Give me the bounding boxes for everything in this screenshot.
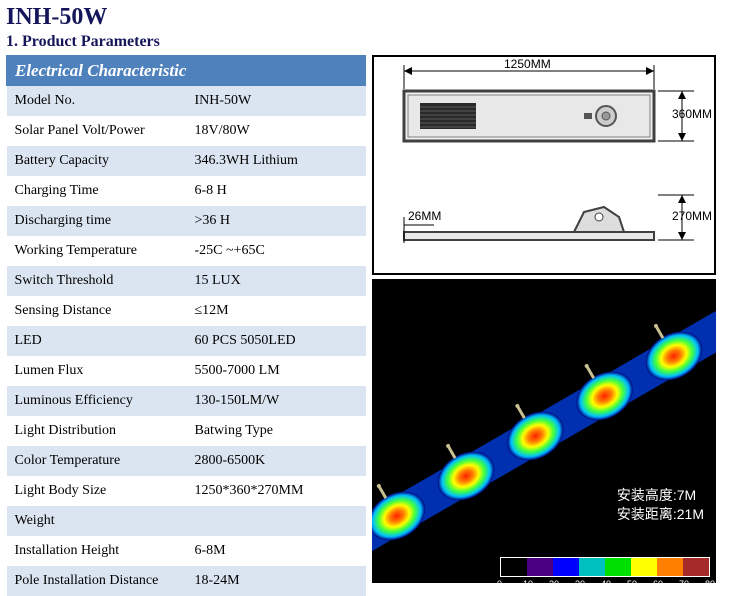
install-distance-label: 安装距离: bbox=[617, 506, 677, 522]
table-row: Charging Time6-8 H bbox=[7, 176, 366, 206]
product-title: INH-50W bbox=[6, 4, 724, 31]
spec-label: Battery Capacity bbox=[7, 146, 187, 176]
spec-value bbox=[187, 506, 366, 536]
table-row: Luminous Efficiency130-150LM/W bbox=[7, 386, 366, 416]
spec-value: Batwing Type bbox=[187, 416, 366, 446]
spec-label: Switch Threshold bbox=[7, 266, 187, 296]
table-row: Weight bbox=[7, 506, 366, 536]
table-row: Solar Panel Volt/Power18V/80W bbox=[7, 116, 366, 146]
legend-cell: 40 bbox=[605, 558, 631, 576]
legend-tick: 80 bbox=[705, 579, 715, 583]
legend-tick: 40 bbox=[601, 579, 611, 583]
spec-table-header: Electrical Characteristic bbox=[7, 56, 366, 86]
table-row: Model No.INH-50W bbox=[7, 86, 366, 116]
spec-label: Model No. bbox=[7, 86, 187, 116]
table-row: Discharging time>36 H bbox=[7, 206, 366, 236]
legend-cell: 0 bbox=[501, 558, 527, 576]
spec-label: Discharging time bbox=[7, 206, 187, 236]
spec-label: Light Body Size bbox=[7, 476, 187, 506]
spec-value: ≤12M bbox=[187, 296, 366, 326]
spec-value: 6-8 H bbox=[187, 176, 366, 206]
spec-value: 2800-6500K bbox=[187, 446, 366, 476]
legend-tick: 10 bbox=[523, 579, 533, 583]
spec-value: INH-50W bbox=[187, 86, 366, 116]
dimension-diagram: 1250MM 360MM 270MM 26MM bbox=[372, 55, 716, 275]
dim-depth: 270MM bbox=[672, 209, 712, 223]
spec-label: Light Distribution bbox=[7, 416, 187, 446]
table-row: LED60 PCS 5050LED bbox=[7, 326, 366, 356]
legend-tick: 20 bbox=[549, 579, 559, 583]
install-height-label: 安装高度: bbox=[617, 487, 677, 503]
spec-value: 6-8M bbox=[187, 536, 366, 566]
legend-cell: 30 bbox=[579, 558, 605, 576]
spec-value: 5500-7000 LM bbox=[187, 356, 366, 386]
spec-label: Pole Installation Distance bbox=[7, 566, 187, 596]
legend-tick: 30 bbox=[575, 579, 585, 583]
spec-value: 60 PCS 5050LED bbox=[187, 326, 366, 356]
dim-length: 1250MM bbox=[504, 57, 551, 71]
spec-value: >36 H bbox=[187, 206, 366, 236]
table-row: Battery Capacity346.3WH Lithium bbox=[7, 146, 366, 176]
table-row: Light DistributionBatwing Type bbox=[7, 416, 366, 446]
table-row: Color Temperature2800-6500K bbox=[7, 446, 366, 476]
spec-label: Installation Height bbox=[7, 536, 187, 566]
legend-cell: 50 bbox=[631, 558, 657, 576]
photometric-heatmap: 安装高度:7M 安装距离:21M 01020304050607080 Lx bbox=[372, 279, 716, 583]
heatmap-info: 安装高度:7M 安装距离:21M bbox=[617, 486, 704, 525]
spec-label: Working Temperature bbox=[7, 236, 187, 266]
table-row: Pole Installation Distance18-24M bbox=[7, 566, 366, 596]
install-distance-value: 21M bbox=[677, 506, 704, 522]
legend-tick: 70 bbox=[679, 579, 689, 583]
dim-height: 360MM bbox=[672, 107, 712, 121]
table-row: Working Temperature-25C ~+65C bbox=[7, 236, 366, 266]
legend-tick: 0 bbox=[497, 579, 502, 583]
spec-label: Solar Panel Volt/Power bbox=[7, 116, 187, 146]
spec-value: -25C ~+65C bbox=[187, 236, 366, 266]
legend-cell: 20 bbox=[553, 558, 579, 576]
dim-offset: 26MM bbox=[408, 209, 441, 223]
table-row: Switch Threshold15 LUX bbox=[7, 266, 366, 296]
spec-value: 1250*360*270MM bbox=[187, 476, 366, 506]
table-row: Lumen Flux5500-7000 LM bbox=[7, 356, 366, 386]
spec-value: 18V/80W bbox=[187, 116, 366, 146]
section-label: 1. Product Parameters bbox=[6, 33, 724, 51]
spec-label: Weight bbox=[7, 506, 187, 536]
spec-value: 130-150LM/W bbox=[187, 386, 366, 416]
spec-value: 346.3WH Lithium bbox=[187, 146, 366, 176]
spec-label: Charging Time bbox=[7, 176, 187, 206]
main-row: Electrical Characteristic Model No.INH-5… bbox=[6, 55, 724, 596]
spec-label: Sensing Distance bbox=[7, 296, 187, 326]
color-legend: 01020304050607080 bbox=[500, 557, 710, 577]
table-row: Light Body Size1250*360*270MM bbox=[7, 476, 366, 506]
spec-label: Color Temperature bbox=[7, 446, 187, 476]
legend-cell: 60 bbox=[657, 558, 683, 576]
right-column: 1250MM 360MM 270MM 26MM bbox=[372, 55, 716, 596]
legend-tick: 50 bbox=[627, 579, 637, 583]
legend-cell: 10 bbox=[527, 558, 553, 576]
spec-table-container: Electrical Characteristic Model No.INH-5… bbox=[6, 55, 366, 596]
table-row: Sensing Distance≤12M bbox=[7, 296, 366, 326]
spec-value: 18-24M bbox=[187, 566, 366, 596]
spec-label: Luminous Efficiency bbox=[7, 386, 187, 416]
table-row: Installation Height6-8M bbox=[7, 536, 366, 566]
legend-tick: 60 bbox=[653, 579, 663, 583]
install-height-value: 7M bbox=[677, 487, 696, 503]
legend-cell: 70 bbox=[683, 558, 709, 576]
spec-table: Electrical Characteristic Model No.INH-5… bbox=[6, 55, 366, 596]
spec-value: 15 LUX bbox=[187, 266, 366, 296]
spec-label: Lumen Flux bbox=[7, 356, 187, 386]
spec-label: LED bbox=[7, 326, 187, 356]
